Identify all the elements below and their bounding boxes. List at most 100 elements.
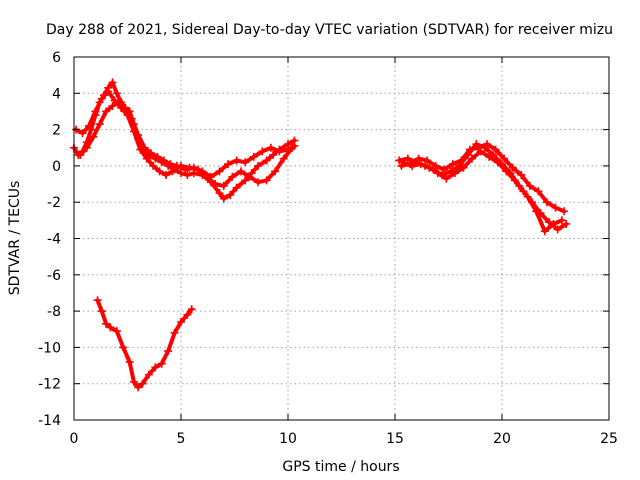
- data-point: [172, 161, 181, 170]
- y-tick-labels: -14 -12 -10 -8 -6 -4 -2 0 2 4 6: [38, 50, 61, 429]
- data-point: [134, 131, 143, 140]
- y-tick-label: -8: [47, 304, 61, 320]
- data-point: [114, 96, 123, 105]
- data-point: [170, 328, 179, 337]
- data-point: [215, 167, 224, 176]
- x-tick-label: 0: [70, 431, 79, 447]
- y-tick-label: -10: [38, 340, 61, 356]
- data-point: [510, 176, 519, 185]
- data-point: [534, 187, 543, 196]
- data-point: [183, 170, 192, 179]
- data-point: [254, 161, 263, 170]
- data-point: [408, 161, 417, 170]
- data-point: [119, 343, 128, 352]
- data-point: [525, 181, 534, 190]
- data-point: [536, 209, 545, 218]
- series-track-a3: [76, 96, 299, 181]
- data-point: [162, 170, 171, 179]
- data-point: [108, 78, 117, 87]
- x-tick-label: 10: [279, 431, 297, 447]
- data-point: [144, 370, 153, 379]
- data-point: [527, 198, 536, 207]
- x-tick-labels: 0 5 10 15 20 25: [70, 431, 618, 447]
- data-point: [157, 359, 166, 368]
- y-tick-label: 2: [52, 123, 61, 139]
- data-series: [70, 78, 571, 392]
- data-point: [553, 225, 562, 234]
- data-point: [106, 323, 115, 332]
- data-point: [187, 305, 196, 314]
- data-point: [91, 107, 100, 116]
- x-tick-label: 20: [493, 431, 511, 447]
- data-point: [134, 383, 143, 392]
- data-point: [232, 183, 241, 192]
- data-point: [551, 203, 560, 212]
- data-point: [485, 152, 494, 161]
- y-tick-label: 4: [52, 86, 61, 102]
- data-point: [140, 143, 149, 152]
- data-point: [448, 160, 457, 169]
- data-point: [97, 94, 106, 103]
- data-point: [76, 151, 85, 160]
- data-point: [500, 154, 509, 163]
- data-point: [491, 145, 500, 154]
- data-point: [433, 169, 442, 178]
- series-track-c2: [397, 140, 569, 216]
- data-point: [508, 163, 517, 172]
- data-point: [284, 145, 292, 154]
- data-point: [206, 172, 215, 181]
- data-point: [136, 145, 145, 154]
- data-point: [78, 129, 87, 138]
- data-point: [258, 147, 267, 156]
- data-point: [127, 114, 136, 123]
- data-point: [142, 154, 151, 163]
- series-line: [95, 298, 194, 390]
- data-point: [155, 167, 164, 176]
- data-point: [121, 107, 130, 116]
- data-point: [219, 181, 228, 190]
- data-point: [262, 156, 271, 165]
- data-point: [476, 147, 485, 156]
- data-point: [181, 165, 190, 174]
- data-point: [414, 154, 423, 163]
- data-point: [517, 170, 526, 179]
- y-tick-label: -2: [47, 195, 61, 211]
- data-point: [236, 167, 245, 176]
- data-point: [95, 120, 104, 129]
- series-track-b1: [93, 296, 196, 392]
- data-point: [403, 154, 412, 163]
- data-point: [254, 178, 263, 187]
- data-point: [425, 163, 434, 172]
- data-point: [177, 317, 185, 326]
- data-point: [215, 189, 224, 198]
- data-point: [502, 167, 511, 176]
- data-point: [159, 156, 168, 165]
- x-tick-label: 25: [600, 431, 618, 447]
- series-track-c3: [399, 147, 571, 234]
- data-point: [450, 169, 459, 178]
- data-point: [232, 156, 241, 165]
- data-point: [442, 174, 451, 183]
- data-point: [89, 132, 98, 141]
- data-point: [262, 176, 271, 185]
- data-point: [266, 143, 275, 152]
- y-tick-label: 6: [52, 50, 61, 66]
- data-point: [245, 172, 254, 181]
- chart-title: Day 288 of 2021, Sidereal Day-to-day VTE…: [46, 22, 613, 38]
- y-tick-label: -6: [47, 268, 61, 284]
- data-point: [290, 141, 299, 150]
- data-point: [104, 87, 113, 96]
- data-point: [112, 327, 121, 336]
- data-point: [493, 158, 502, 167]
- data-point: [269, 151, 278, 160]
- data-point: [241, 176, 250, 185]
- data-point: [129, 377, 138, 386]
- data-point: [149, 161, 158, 170]
- data-point: [557, 216, 566, 225]
- data-point: [164, 347, 173, 356]
- data-point: [457, 156, 466, 165]
- data-point: [279, 154, 288, 163]
- data-point: [82, 143, 91, 152]
- data-point: [112, 89, 121, 98]
